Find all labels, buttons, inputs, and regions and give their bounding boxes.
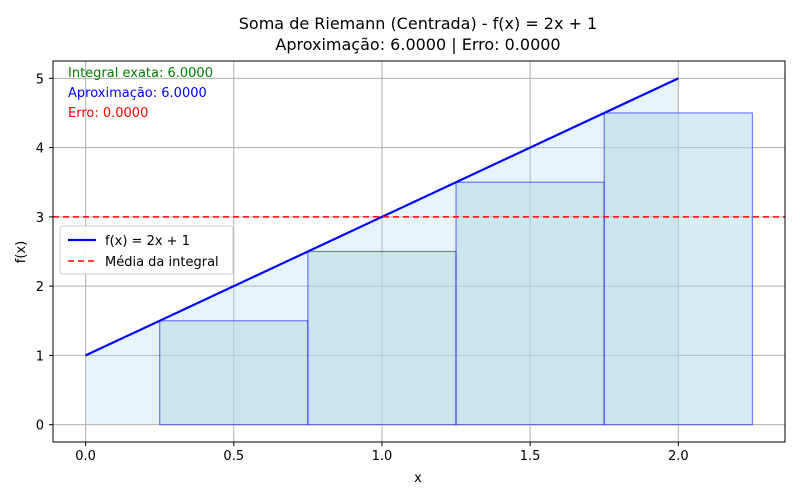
x-tick-label: 1.0 bbox=[372, 449, 393, 464]
tick-layer: 0.0 0.5 1.0 1.5 2.0 0 1 2 3 4 5 bbox=[36, 72, 689, 464]
riemann-rectangle bbox=[603, 112, 754, 426]
legend-label-mean: Média da integral bbox=[105, 255, 219, 270]
x-tick-label: 2.0 bbox=[668, 449, 689, 464]
riemann-rectangles bbox=[159, 112, 754, 426]
x-axis-label: x bbox=[414, 471, 422, 486]
plot-frame bbox=[52, 60, 786, 443]
riemann-rectangle bbox=[455, 181, 605, 426]
series-layer bbox=[53, 77, 785, 357]
x-tick-label: 0.0 bbox=[75, 449, 96, 464]
annotation-text: Aproximação: 6.0000 bbox=[68, 86, 207, 101]
legend-box bbox=[59, 225, 234, 275]
y-tick-label: 2 bbox=[36, 280, 44, 295]
annotation-block: Integral exata: 6.0000 Aproximação: 6.000… bbox=[68, 66, 213, 121]
y-axis-label: f(x) bbox=[14, 241, 29, 263]
riemann-rectangle bbox=[307, 250, 457, 426]
annotation-text: Integral exata: 6.0000 bbox=[68, 66, 213, 81]
y-tick-label: 0 bbox=[36, 419, 44, 434]
y-tick-label: 1 bbox=[36, 349, 44, 364]
chart-title-line1: Soma de Riemann (Centrada) - f(x) = 2x +… bbox=[239, 14, 597, 33]
y-tick-label: 4 bbox=[36, 142, 44, 157]
chart-title-line2: Aproximação: 6.0000 | Erro: 0.0000 bbox=[275, 35, 560, 54]
x-tick-label: 0.5 bbox=[223, 449, 244, 464]
legend-label-fx: f(x) = 2x + 1 bbox=[105, 234, 190, 249]
y-tick-label: 5 bbox=[36, 72, 44, 87]
riemann-rectangle bbox=[159, 320, 309, 426]
legend: f(x) = 2x + 1 Média da integral bbox=[59, 225, 234, 275]
annotation-text: Erro: 0.0000 bbox=[68, 106, 148, 121]
series-line-fx bbox=[85, 77, 679, 357]
x-tick-label: 1.5 bbox=[520, 449, 541, 464]
y-tick-label: 3 bbox=[36, 211, 44, 226]
